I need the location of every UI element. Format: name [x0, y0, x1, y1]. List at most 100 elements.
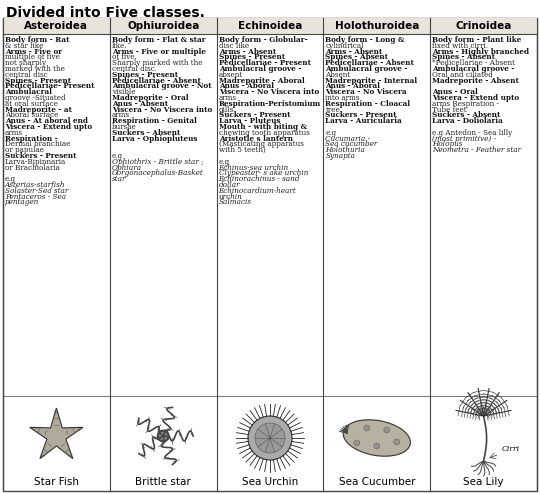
- Text: Sea Urchin: Sea Urchin: [242, 477, 298, 487]
- Text: Arms - Absent: Arms - Absent: [219, 47, 276, 56]
- Circle shape: [354, 440, 360, 446]
- Polygon shape: [30, 408, 83, 458]
- Text: Pedicellariae - Absent: Pedicellariae - Absent: [326, 59, 414, 67]
- Text: Viscera - Extend upto: Viscera - Extend upto: [5, 123, 92, 131]
- Text: fixed with cirri.: fixed with cirri.: [432, 42, 488, 50]
- Text: Star Fish: Star Fish: [34, 477, 79, 487]
- Text: gills: gills: [219, 106, 234, 114]
- Text: Respiration - Genital: Respiration - Genital: [112, 117, 197, 125]
- Text: Larva - Pluteus: Larva - Pluteus: [219, 117, 280, 125]
- Text: star: star: [112, 175, 126, 183]
- Text: Divided into Five classes.: Divided into Five classes.: [6, 6, 205, 20]
- Text: Aristotle s lantern: Aristotle s lantern: [219, 134, 293, 143]
- Text: or Brachiolaria: or Brachiolaria: [5, 164, 60, 171]
- Text: Suckers - Present: Suckers - Present: [5, 152, 77, 160]
- Circle shape: [374, 443, 380, 449]
- Text: Arms - Highly branched: Arms - Highly branched: [432, 47, 529, 56]
- Text: urchin: urchin: [219, 193, 242, 201]
- Circle shape: [364, 425, 370, 431]
- Text: e.g: e.g: [5, 175, 16, 183]
- Text: chewing tooth apparatus: chewing tooth apparatus: [219, 129, 309, 137]
- Text: Cirri: Cirri: [502, 445, 519, 453]
- Text: (most primitive) -: (most primitive) -: [432, 134, 496, 143]
- Text: Viscera - No Viscera: Viscera - No Viscera: [326, 88, 407, 96]
- Text: e.g: e.g: [112, 152, 123, 160]
- Text: like.: like.: [112, 42, 127, 50]
- Text: Synapta: Synapta: [326, 152, 355, 160]
- Text: Pedicellariae- Present: Pedicellariae- Present: [5, 82, 94, 90]
- Text: of five.: of five.: [112, 53, 137, 61]
- Text: groove -Situated: groove -Situated: [5, 94, 66, 102]
- Text: (Masticating apparatus: (Masticating apparatus: [219, 140, 303, 148]
- Text: Spines - Absent: Spines - Absent: [326, 53, 388, 61]
- Text: Pentaceros - Sea: Pentaceros - Sea: [5, 193, 66, 201]
- Text: Anus - At aboral end: Anus - At aboral end: [5, 117, 88, 125]
- Text: Respiration - Cloacal: Respiration - Cloacal: [326, 100, 410, 108]
- Circle shape: [248, 416, 292, 460]
- Text: tree: tree: [326, 106, 340, 114]
- Circle shape: [158, 431, 168, 441]
- Text: Madreporite - Aboral: Madreporite - Aboral: [219, 77, 305, 84]
- Text: absent: absent: [219, 71, 243, 79]
- Text: Asterias-starfish: Asterias-starfish: [5, 181, 65, 189]
- Ellipse shape: [343, 420, 410, 456]
- Text: Viscera - Extend upto: Viscera - Extend upto: [432, 94, 519, 102]
- Text: Ophiura: Ophiura: [112, 164, 142, 171]
- Text: arms: arms: [219, 94, 237, 102]
- Text: Madreporite - at: Madreporite - at: [5, 106, 72, 114]
- Text: visible: visible: [112, 88, 136, 96]
- Text: Madreporite - Oral: Madreporite - Oral: [112, 94, 188, 102]
- Text: Holothuroidea: Holothuroidea: [335, 21, 419, 31]
- Text: marked with the: marked with the: [5, 65, 65, 73]
- Text: *Pedicellariae - Absent: *Pedicellariae - Absent: [432, 59, 515, 67]
- Text: Anus - Oral: Anus - Oral: [432, 88, 478, 96]
- Text: into arms: into arms: [326, 94, 360, 102]
- Text: Spines - Present: Spines - Present: [219, 53, 285, 61]
- Text: Sea cucumber: Sea cucumber: [326, 140, 378, 148]
- Circle shape: [394, 439, 400, 445]
- Text: Body form - Long &: Body form - Long &: [326, 36, 405, 44]
- Text: & star like: & star like: [5, 42, 43, 50]
- Text: Dermal branchiae: Dermal branchiae: [5, 140, 70, 148]
- Text: Arms - Five or: Arms - Five or: [5, 47, 62, 56]
- Text: Echinocardium-heart: Echinocardium-heart: [219, 187, 296, 195]
- Text: Suckers - Present: Suckers - Present: [219, 112, 290, 120]
- Text: not sharply: not sharply: [5, 59, 46, 67]
- Text: Brittle star: Brittle star: [136, 477, 191, 487]
- Text: Respiration-Peristomium: Respiration-Peristomium: [219, 100, 321, 108]
- Text: cylindrical: cylindrical: [326, 42, 364, 50]
- Text: pentagen: pentagen: [5, 199, 39, 206]
- Text: Asteroidea: Asteroidea: [24, 21, 89, 31]
- Text: Larva - Auricularia: Larva - Auricularia: [326, 117, 402, 125]
- Text: Ambulacral groove -: Ambulacral groove -: [326, 65, 408, 73]
- Text: at oral surface: at oral surface: [5, 100, 58, 108]
- Text: Body form - Rat: Body form - Rat: [5, 36, 70, 44]
- Text: Respiration -: Respiration -: [5, 134, 58, 143]
- Text: Crinoidea: Crinoidea: [455, 21, 512, 31]
- Circle shape: [255, 423, 285, 453]
- Text: Spines - Present: Spines - Present: [5, 77, 71, 84]
- Text: Anus - Aboral: Anus - Aboral: [326, 82, 380, 90]
- Text: Arms - Absent: Arms - Absent: [326, 47, 383, 56]
- Text: Madreporite - Internal: Madreporite - Internal: [326, 77, 417, 84]
- Text: Body form - Plant like: Body form - Plant like: [432, 36, 522, 44]
- Bar: [3, 18, 537, 34]
- Text: or papulae: or papulae: [5, 146, 44, 154]
- Text: Body form - Globular-: Body form - Globular-: [219, 36, 307, 44]
- Text: with 5 teeth): with 5 teeth): [219, 146, 266, 154]
- Text: Larva - Doliolaria: Larva - Doliolaria: [432, 117, 503, 125]
- Text: Ophiuroidea: Ophiuroidea: [127, 21, 199, 31]
- Text: Larva-Bipinnaria: Larva-Bipinnaria: [5, 158, 66, 166]
- Text: Viscera - No Viscera into: Viscera - No Viscera into: [219, 88, 319, 96]
- Text: Suckers - Absent: Suckers - Absent: [112, 129, 180, 137]
- Text: Ambulacral groove -: Ambulacral groove -: [432, 65, 515, 73]
- Text: Gorgonacephalus-Basket: Gorgonacephalus-Basket: [112, 169, 204, 177]
- Text: Echinoidea: Echinoidea: [238, 21, 302, 31]
- Text: Echinus-sea urchin: Echinus-sea urchin: [219, 164, 289, 171]
- Text: bursae: bursae: [112, 123, 137, 131]
- Text: central disc.: central disc.: [112, 65, 157, 73]
- Text: multiple of five: multiple of five: [5, 53, 60, 61]
- Text: Ophiothrix - Brittle star ;: Ophiothrix - Brittle star ;: [112, 158, 204, 166]
- Text: Spines - Present: Spines - Present: [112, 71, 178, 79]
- Text: Suckers - Absent: Suckers - Absent: [432, 112, 501, 120]
